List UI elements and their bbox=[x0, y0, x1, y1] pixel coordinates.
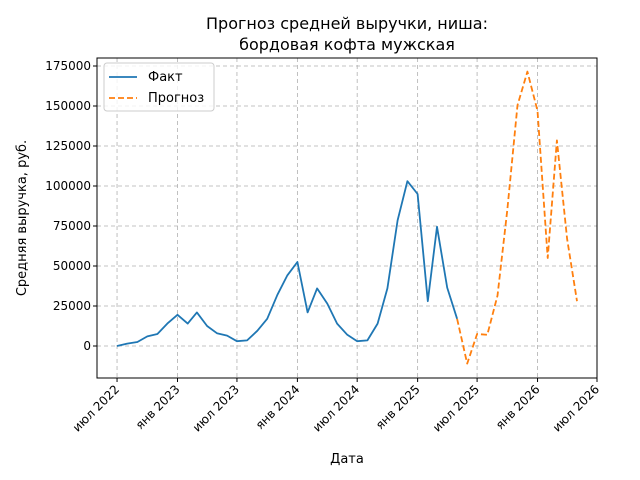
fact-series-line bbox=[116, 180, 458, 347]
plot-frame bbox=[96, 57, 598, 379]
chart-title-line-1: Прогноз средней выручки, ниша: bbox=[206, 14, 488, 33]
legend-forecast-label: Прогноз bbox=[148, 91, 204, 106]
y-axis-label: Средняя выручка, руб. bbox=[15, 140, 30, 296]
y-tick-label: 175000 bbox=[45, 59, 91, 73]
x-axis-label: Дата bbox=[330, 452, 364, 467]
legend: Факт Прогноз bbox=[103, 62, 215, 112]
legend-box bbox=[103, 62, 215, 112]
y-tick-label: 150000 bbox=[45, 99, 91, 113]
y-axis: 0 25000 50000 75000 100000 125000 150000 175000 bbox=[45, 59, 97, 353]
y-tick-label: 125000 bbox=[45, 139, 91, 153]
forecast-series-line bbox=[456, 70, 578, 365]
plot-area bbox=[116, 70, 578, 365]
legend-fact-label: Факт bbox=[148, 70, 183, 85]
y-tick-label: 50000 bbox=[53, 259, 91, 273]
chart-title-line-2: бордовая кофта мужская bbox=[239, 35, 455, 54]
y-tick-label: 25000 bbox=[53, 299, 91, 313]
y-tick-label: 100000 bbox=[45, 179, 91, 193]
y-tick-label: 0 bbox=[83, 339, 91, 353]
y-tick-label: 75000 bbox=[53, 219, 91, 233]
